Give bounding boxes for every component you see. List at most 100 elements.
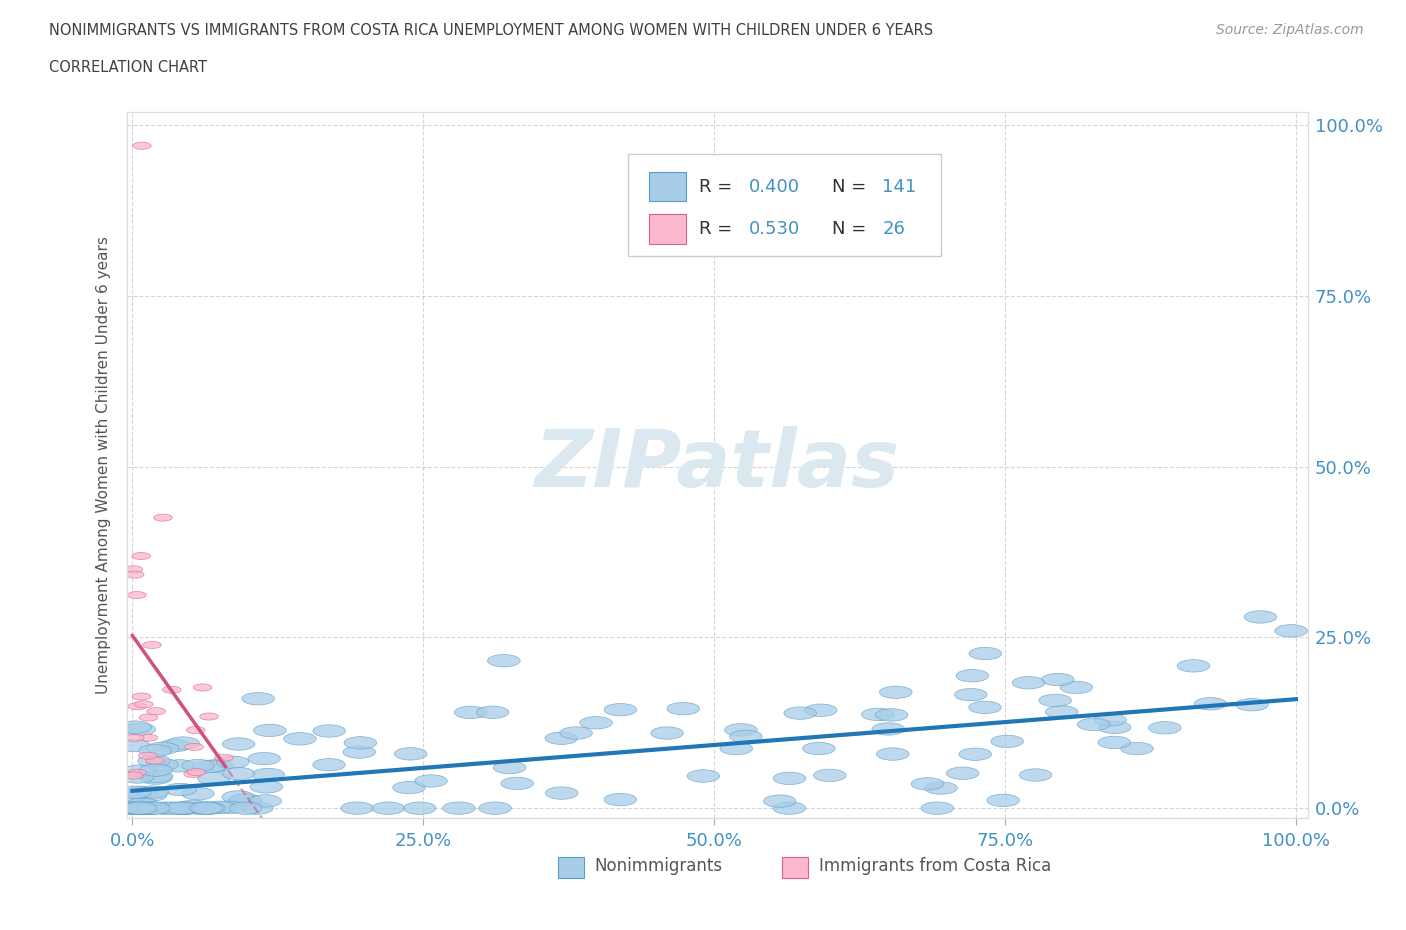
Ellipse shape: [1042, 673, 1074, 685]
Ellipse shape: [183, 802, 215, 815]
Ellipse shape: [139, 734, 157, 741]
Text: R =: R =: [699, 219, 738, 238]
Ellipse shape: [488, 655, 520, 667]
Ellipse shape: [240, 802, 273, 815]
Ellipse shape: [166, 802, 198, 815]
Y-axis label: Unemployment Among Women with Children Under 6 years: Unemployment Among Women with Children U…: [96, 236, 111, 694]
Ellipse shape: [415, 775, 447, 787]
Ellipse shape: [122, 724, 156, 736]
Ellipse shape: [139, 714, 157, 721]
Ellipse shape: [921, 802, 953, 815]
Ellipse shape: [314, 724, 346, 737]
Ellipse shape: [501, 777, 533, 790]
Ellipse shape: [139, 772, 172, 784]
Ellipse shape: [880, 686, 912, 698]
Ellipse shape: [121, 771, 155, 783]
Ellipse shape: [969, 647, 1001, 659]
Ellipse shape: [202, 801, 235, 814]
Text: R =: R =: [699, 178, 738, 195]
Ellipse shape: [911, 777, 943, 790]
Ellipse shape: [138, 752, 157, 759]
Ellipse shape: [131, 802, 163, 815]
Ellipse shape: [124, 565, 143, 573]
Ellipse shape: [163, 686, 181, 694]
Ellipse shape: [128, 703, 146, 710]
Ellipse shape: [1236, 698, 1268, 711]
Ellipse shape: [132, 552, 150, 560]
Ellipse shape: [181, 760, 214, 772]
Text: 141: 141: [883, 178, 917, 195]
Ellipse shape: [135, 802, 167, 815]
Ellipse shape: [184, 743, 204, 751]
Text: 0.400: 0.400: [749, 178, 800, 195]
Ellipse shape: [187, 768, 205, 776]
Ellipse shape: [785, 707, 817, 719]
Ellipse shape: [120, 802, 152, 815]
Ellipse shape: [479, 802, 512, 815]
Ellipse shape: [127, 802, 159, 815]
Ellipse shape: [229, 794, 262, 806]
Ellipse shape: [118, 802, 150, 815]
Ellipse shape: [135, 802, 169, 815]
Ellipse shape: [803, 742, 835, 755]
Ellipse shape: [956, 670, 988, 682]
Ellipse shape: [862, 708, 894, 721]
Ellipse shape: [876, 709, 908, 721]
Ellipse shape: [169, 802, 201, 815]
Text: ZIPatlas: ZIPatlas: [534, 426, 900, 504]
FancyBboxPatch shape: [628, 154, 942, 257]
Ellipse shape: [724, 724, 758, 736]
Ellipse shape: [1121, 742, 1153, 755]
Ellipse shape: [443, 802, 475, 815]
Ellipse shape: [1019, 769, 1052, 781]
Ellipse shape: [546, 732, 578, 745]
Ellipse shape: [125, 786, 157, 799]
Ellipse shape: [132, 802, 165, 815]
Ellipse shape: [371, 802, 405, 815]
Ellipse shape: [477, 706, 509, 719]
Text: Nonimmigrants: Nonimmigrants: [595, 857, 723, 875]
Ellipse shape: [987, 794, 1019, 806]
Ellipse shape: [215, 754, 233, 762]
Ellipse shape: [181, 788, 214, 800]
Ellipse shape: [187, 726, 205, 734]
Ellipse shape: [688, 770, 720, 782]
Ellipse shape: [229, 802, 262, 815]
Ellipse shape: [143, 642, 162, 648]
Ellipse shape: [773, 802, 806, 815]
Ellipse shape: [139, 745, 172, 757]
Ellipse shape: [124, 802, 156, 815]
Ellipse shape: [605, 703, 637, 716]
Ellipse shape: [127, 798, 159, 810]
Ellipse shape: [190, 802, 222, 815]
Ellipse shape: [198, 772, 231, 785]
Ellipse shape: [1012, 676, 1045, 689]
Ellipse shape: [117, 802, 149, 815]
Ellipse shape: [991, 735, 1024, 748]
Bar: [782, 857, 808, 879]
Ellipse shape: [312, 759, 346, 771]
Ellipse shape: [128, 769, 146, 777]
Ellipse shape: [392, 781, 426, 794]
Ellipse shape: [177, 800, 209, 813]
Ellipse shape: [125, 802, 157, 815]
Text: 26: 26: [883, 219, 905, 238]
Bar: [648, 214, 686, 244]
Ellipse shape: [250, 780, 283, 793]
Ellipse shape: [167, 737, 200, 750]
Ellipse shape: [872, 723, 904, 736]
Ellipse shape: [125, 735, 143, 741]
Text: Source: ZipAtlas.com: Source: ZipAtlas.com: [1216, 23, 1364, 37]
Ellipse shape: [138, 802, 170, 815]
Ellipse shape: [121, 802, 153, 815]
Ellipse shape: [1039, 694, 1071, 707]
Ellipse shape: [1194, 698, 1226, 710]
Ellipse shape: [136, 786, 169, 798]
Ellipse shape: [191, 802, 224, 815]
Ellipse shape: [217, 756, 249, 768]
Ellipse shape: [546, 787, 578, 799]
Ellipse shape: [252, 768, 284, 781]
Ellipse shape: [344, 737, 377, 749]
Text: N =: N =: [831, 219, 872, 238]
Text: Immigrants from Costa Rica: Immigrants from Costa Rica: [818, 857, 1050, 875]
